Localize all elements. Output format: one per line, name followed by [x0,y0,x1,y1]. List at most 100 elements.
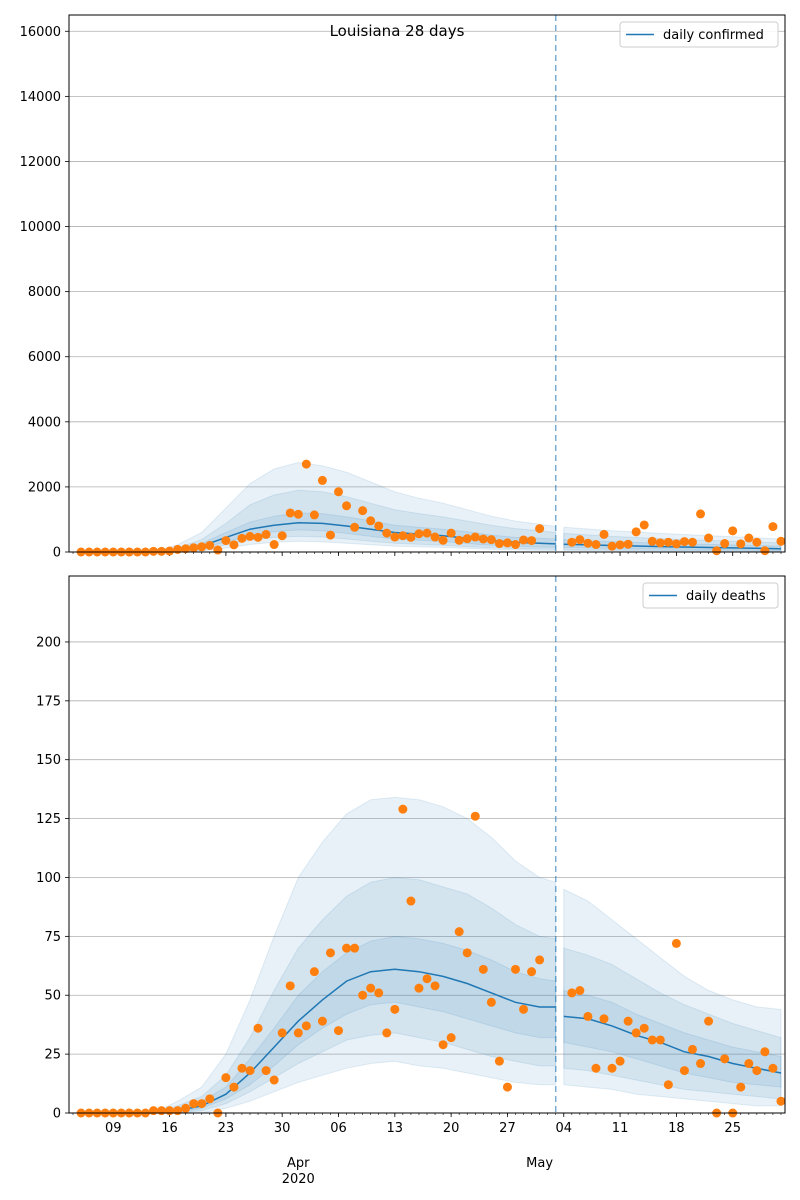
data-point [285,508,295,518]
data-point [446,1033,456,1043]
legend-label: daily deaths [686,589,766,604]
data-point [631,1028,641,1038]
x-tick-label: 11 [612,1121,629,1136]
data-point [567,988,577,998]
confidence-band [81,796,557,1114]
data-point [671,938,681,948]
data-point [607,541,617,551]
data-point [221,1073,231,1083]
data-point [704,533,714,543]
data-point [261,1066,271,1076]
data-point [655,538,665,548]
data-point [301,459,311,469]
data-point [623,539,633,549]
deaths-chart: 0 25 50 75 100 125 150 175 200 daily deaths [36,575,786,1122]
y-tick-label: 2000 [28,480,61,495]
data-point [655,1035,665,1045]
data-point [535,955,545,965]
data-point [494,1056,504,1066]
x-month-label: May [526,1156,553,1171]
y-tick-label: 50 [44,989,61,1004]
data-point [269,540,279,550]
data-point [325,530,335,540]
data-point [422,528,432,538]
data-point [776,1096,786,1106]
data-point [744,533,754,543]
y-tick-label: 100 [36,871,61,886]
data-point [430,532,440,542]
y-tick-label: 175 [36,694,61,709]
x-tick-label: 06 [330,1121,347,1136]
data-point [277,1028,287,1038]
data-point [567,537,577,547]
data-point [334,487,344,497]
data-point [454,927,464,937]
data-point [157,1106,167,1116]
data-point [527,967,537,977]
data-point [237,533,247,543]
legend: daily confirmed [619,21,779,48]
data-point [687,1044,697,1054]
data-point [647,536,657,546]
x-tick-label: 13 [387,1121,404,1136]
y-tick-label: 8000 [28,285,61,300]
confidence-band [563,989,782,1088]
data-point [776,536,786,546]
data-point [575,986,585,996]
data-point [374,988,384,998]
data-point [173,544,183,554]
data-point [615,540,625,550]
data-point [494,539,504,549]
data-point [462,948,472,958]
data-point [478,534,488,544]
data-point [607,1063,617,1073]
data-point [510,964,520,974]
data-point [165,1106,175,1116]
data-point [647,1035,657,1045]
data-point [519,1004,529,1014]
data-point [430,981,440,991]
x-tick-label: 23 [218,1121,235,1136]
y-tick-label: 25 [44,1048,61,1063]
y-tick-label: 6000 [28,350,61,365]
x-tick-label: 25 [724,1121,741,1136]
y-tick-label: 75 [44,930,61,945]
data-point [575,535,585,545]
data-point [414,983,424,993]
data-point [639,1023,649,1033]
data-point [679,1066,689,1076]
data-point [527,536,537,546]
data-point [245,1066,255,1076]
data-point [631,527,641,537]
data-point [599,529,609,539]
data-point [704,1016,714,1026]
confirmed-chart: 0 2000 4000 6000 8000 10000 12000 14000 16000 dai… [20,14,786,561]
series-line [563,1015,782,1074]
data-point [712,546,722,556]
data-point [663,537,673,547]
data-point [285,981,295,991]
data-point [293,1028,303,1038]
data-point [350,943,360,953]
data-point [591,1063,601,1073]
data-point [535,524,545,534]
data-point [181,1103,191,1113]
y-tick-label: 10000 [20,220,61,235]
data-point [366,983,376,993]
data-point [229,540,239,550]
legend-label: daily confirmed [663,28,764,43]
data-point [671,539,681,549]
data-point [768,522,778,532]
data-point [334,1026,344,1036]
data-point [148,546,158,556]
data-point [277,531,287,541]
data-point [398,804,408,814]
x-month-label: Apr [287,1156,310,1171]
y-tick-label: 125 [36,812,61,827]
data-point [623,1016,633,1026]
data-point [679,537,689,547]
data-point [486,997,496,1007]
data-point [696,509,706,519]
y-tick-label: 0 [53,546,61,561]
